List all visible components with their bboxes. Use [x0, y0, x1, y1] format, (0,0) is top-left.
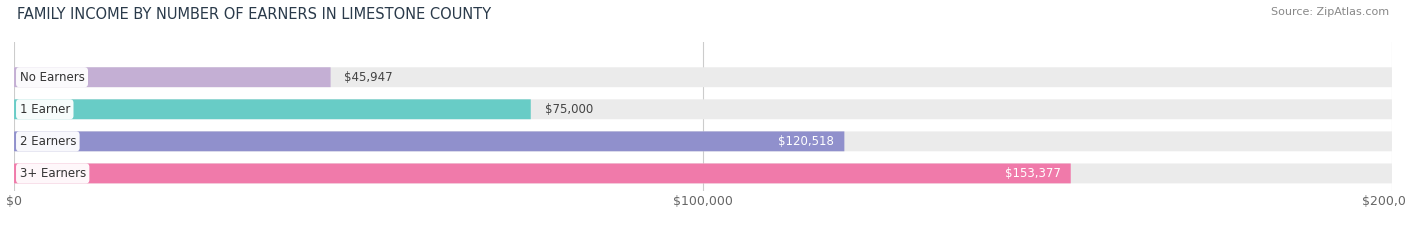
- FancyBboxPatch shape: [14, 131, 845, 151]
- Text: $45,947: $45,947: [344, 71, 394, 84]
- FancyBboxPatch shape: [14, 164, 1071, 183]
- Text: No Earners: No Earners: [20, 71, 84, 84]
- Text: FAMILY INCOME BY NUMBER OF EARNERS IN LIMESTONE COUNTY: FAMILY INCOME BY NUMBER OF EARNERS IN LI…: [17, 7, 491, 22]
- FancyBboxPatch shape: [14, 99, 1392, 119]
- Text: $153,377: $153,377: [1004, 167, 1060, 180]
- Text: 2 Earners: 2 Earners: [20, 135, 76, 148]
- Text: 1 Earner: 1 Earner: [20, 103, 70, 116]
- FancyBboxPatch shape: [14, 164, 1392, 183]
- FancyBboxPatch shape: [14, 67, 1392, 87]
- Text: 3+ Earners: 3+ Earners: [20, 167, 86, 180]
- Text: $75,000: $75,000: [544, 103, 593, 116]
- FancyBboxPatch shape: [14, 67, 330, 87]
- Text: $120,518: $120,518: [778, 135, 834, 148]
- Text: Source: ZipAtlas.com: Source: ZipAtlas.com: [1271, 7, 1389, 17]
- FancyBboxPatch shape: [14, 131, 1392, 151]
- FancyBboxPatch shape: [14, 99, 531, 119]
